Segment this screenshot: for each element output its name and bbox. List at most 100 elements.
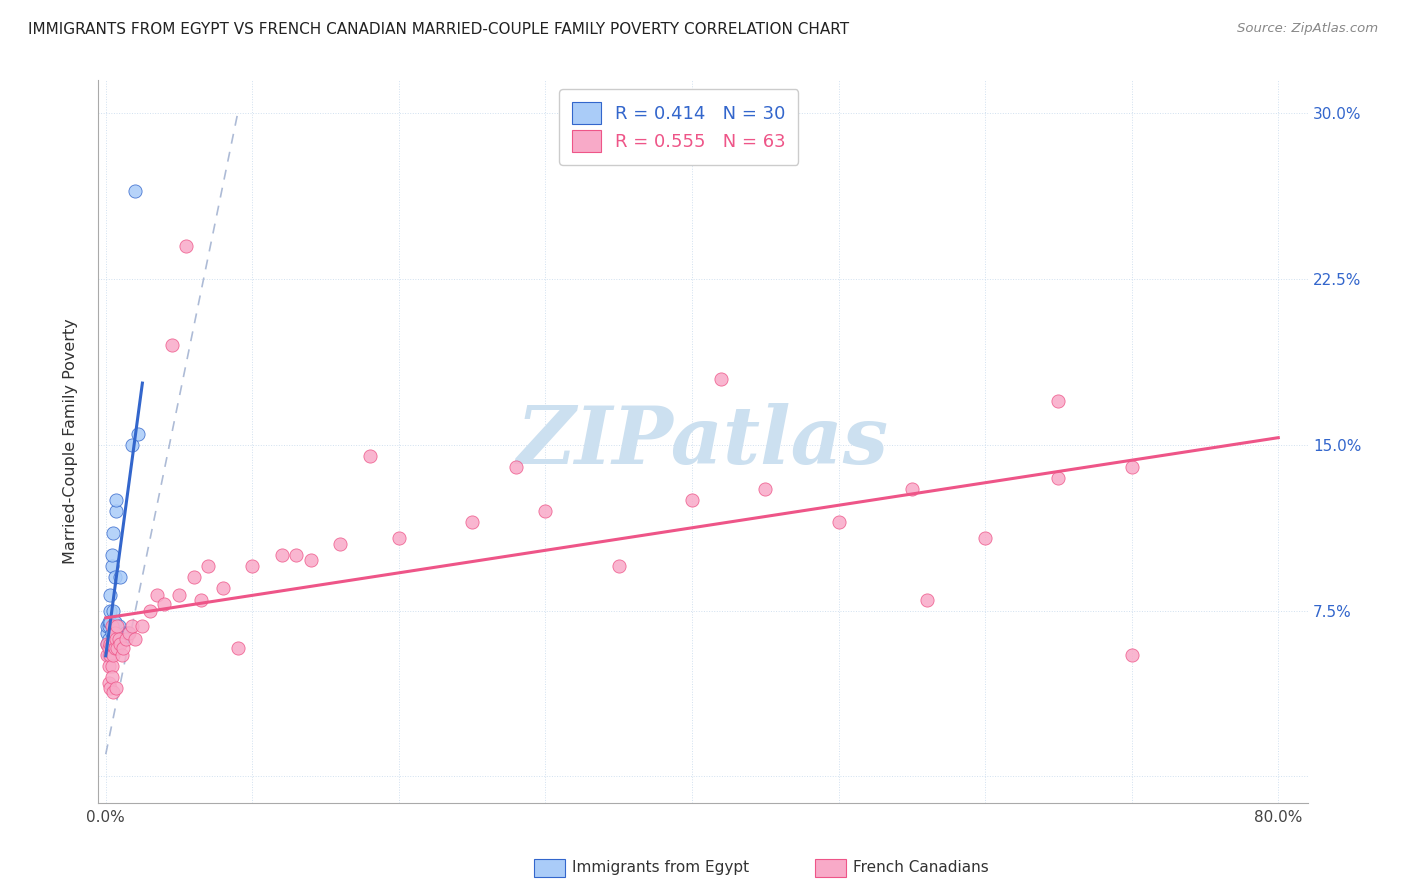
Point <box>97 632 120 647</box>
Point <box>505 459 527 474</box>
Point <box>115 632 138 647</box>
Point <box>388 531 411 545</box>
Point <box>101 648 124 662</box>
Point <box>98 637 121 651</box>
Point <box>107 637 129 651</box>
Point <box>98 615 121 629</box>
Point <box>329 537 352 551</box>
Text: Source: ZipAtlas.com: Source: ZipAtlas.com <box>1237 22 1378 36</box>
Point <box>176 239 198 253</box>
Point <box>121 619 143 633</box>
Point <box>285 549 308 563</box>
Point <box>153 597 176 611</box>
Point <box>101 603 124 617</box>
Point <box>915 592 938 607</box>
Point <box>146 588 169 602</box>
Point <box>98 603 121 617</box>
Point <box>97 658 120 673</box>
Point <box>98 681 121 695</box>
Point <box>299 553 322 567</box>
Point <box>101 632 124 647</box>
Point <box>1047 393 1070 408</box>
Point <box>101 619 124 633</box>
Point <box>105 632 128 647</box>
Text: Immigrants from Egypt: Immigrants from Egypt <box>572 861 749 875</box>
Point <box>111 632 134 647</box>
Point <box>96 637 118 651</box>
Point <box>100 619 122 633</box>
Point <box>96 625 118 640</box>
Point <box>1121 648 1143 662</box>
Point <box>117 625 139 640</box>
Point <box>98 588 121 602</box>
Point <box>167 588 190 602</box>
Point <box>100 549 122 563</box>
Point <box>131 619 153 633</box>
Point <box>190 592 212 607</box>
Point <box>827 515 849 529</box>
Point <box>359 449 381 463</box>
Point <box>103 615 125 629</box>
Point <box>100 637 122 651</box>
Point <box>98 648 121 662</box>
Point <box>97 676 120 690</box>
Point <box>101 685 124 699</box>
Point <box>103 570 125 584</box>
Point <box>240 559 263 574</box>
Point <box>107 641 129 656</box>
Point <box>103 641 125 656</box>
Point <box>105 681 128 695</box>
Point <box>100 670 122 684</box>
Point <box>108 632 131 647</box>
Y-axis label: Married-Couple Family Poverty: Married-Couple Family Poverty <box>63 318 77 565</box>
Point <box>710 371 733 385</box>
Point <box>110 570 132 584</box>
Point <box>105 504 128 518</box>
Text: IMMIGRANTS FROM EGYPT VS FRENCH CANADIAN MARRIED-COUPLE FAMILY POVERTY CORRELATI: IMMIGRANTS FROM EGYPT VS FRENCH CANADIAN… <box>28 22 849 37</box>
Point <box>183 570 205 584</box>
Point <box>96 637 118 651</box>
Point <box>681 493 703 508</box>
Point <box>111 648 134 662</box>
Point <box>97 648 120 662</box>
Point <box>124 184 146 198</box>
Point <box>100 559 122 574</box>
Point <box>105 493 128 508</box>
Point <box>97 619 120 633</box>
Point <box>97 641 120 656</box>
Point <box>160 338 183 352</box>
Point <box>103 625 125 640</box>
Point <box>754 482 776 496</box>
Point <box>100 658 122 673</box>
Point <box>1121 459 1143 474</box>
Point <box>98 637 121 651</box>
Point <box>1047 471 1070 485</box>
Point <box>107 619 129 633</box>
Point <box>108 619 131 633</box>
Point <box>901 482 924 496</box>
Point <box>97 615 120 629</box>
Point <box>197 559 219 574</box>
Point <box>212 582 235 596</box>
Text: French Canadians: French Canadians <box>853 861 990 875</box>
Point <box>100 625 122 640</box>
Point <box>974 531 997 545</box>
Legend: R = 0.414   N = 30, R = 0.555   N = 63: R = 0.414 N = 30, R = 0.555 N = 63 <box>560 89 799 165</box>
Point <box>226 641 249 656</box>
Point <box>270 549 292 563</box>
Point <box>461 515 484 529</box>
Point <box>124 632 146 647</box>
Text: ZIPatlas: ZIPatlas <box>517 403 889 480</box>
Point <box>607 559 630 574</box>
Point <box>127 426 149 441</box>
Point <box>534 504 557 518</box>
Point <box>101 526 124 541</box>
Point <box>96 619 118 633</box>
Point <box>121 438 143 452</box>
Point <box>112 641 135 656</box>
Point <box>110 637 132 651</box>
Point <box>96 648 118 662</box>
Point <box>114 625 136 640</box>
Point <box>118 625 141 640</box>
Point <box>138 603 160 617</box>
